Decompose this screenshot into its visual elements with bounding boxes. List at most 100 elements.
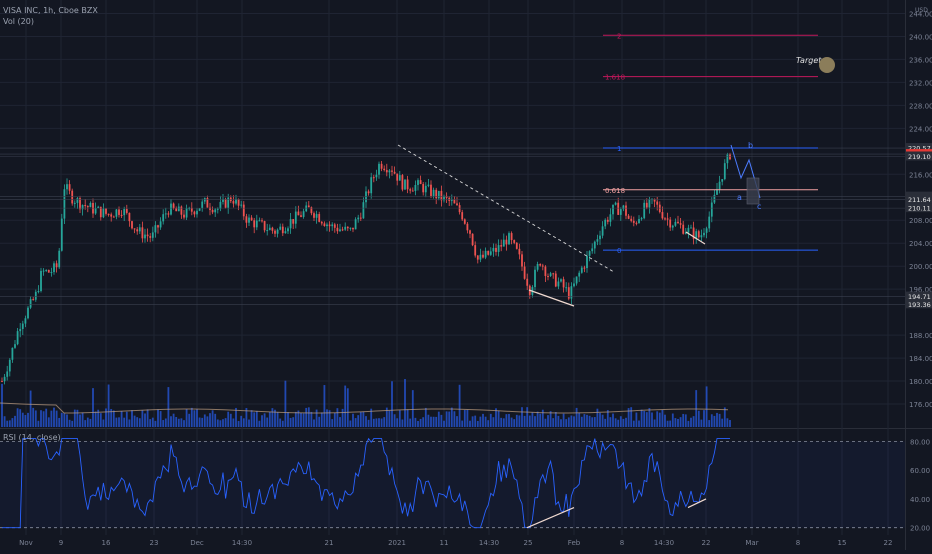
candle-body (671, 225, 674, 228)
volume-bar (279, 418, 282, 427)
volume-bar (635, 412, 638, 427)
candle-body (567, 287, 570, 299)
candle-body (703, 232, 705, 236)
volume-bar (476, 420, 479, 427)
candle-body (42, 270, 45, 272)
candle-body (713, 194, 716, 203)
candle-body (359, 217, 362, 219)
candle-body (3, 376, 6, 382)
volume-bar (554, 411, 557, 427)
volume-bar (159, 411, 162, 427)
candle-body (557, 281, 560, 287)
fib-level-label: 1 (617, 145, 621, 153)
volume-bar (528, 415, 531, 427)
candle-body (406, 179, 409, 190)
candle-body (162, 214, 165, 222)
candle-body (656, 201, 659, 205)
volume-bar (94, 411, 97, 427)
price-axis-tick: 240.00 (909, 33, 932, 41)
volume-bar (151, 417, 154, 427)
candle-body (404, 179, 406, 190)
candle-body (8, 359, 11, 372)
volume-bar (424, 407, 427, 427)
candle-body (357, 217, 360, 220)
price-axis-tick: 180.00 (909, 378, 932, 386)
volume-bar (193, 410, 196, 427)
volume-bar (313, 419, 315, 427)
volume-bar (466, 409, 469, 427)
candle-body (583, 267, 586, 269)
volume-bar (115, 417, 118, 427)
time-axis-tick: 14:30 (479, 539, 499, 547)
volume-bar (110, 409, 113, 427)
candle-body (333, 224, 336, 228)
price-tag-box (906, 291, 932, 301)
time-axis-tick: 22 (884, 539, 893, 547)
candle-body (211, 209, 214, 213)
volume-bar (448, 411, 451, 427)
candle-body (263, 221, 266, 231)
candle-body (6, 371, 9, 377)
volume-bar (79, 414, 81, 427)
volume-bar (318, 416, 321, 427)
candle-body (27, 307, 29, 319)
candle-body (279, 226, 282, 230)
candle-body (177, 206, 180, 212)
volume-bar (120, 411, 123, 427)
candle-body (320, 221, 323, 224)
candle-body (554, 273, 557, 287)
candle-body (281, 226, 284, 234)
price-axis-tick: 188.00 (909, 332, 932, 340)
volume-bar (669, 420, 672, 427)
candle-body (68, 184, 71, 191)
candle-body (450, 199, 453, 201)
candle-body (609, 214, 612, 222)
candle-body (349, 227, 352, 229)
volume-bar (432, 416, 435, 427)
candle-body (638, 219, 640, 224)
volume-bar (671, 413, 674, 427)
candle-body (118, 209, 120, 215)
candle-body (619, 209, 622, 215)
candle-body (240, 204, 243, 206)
candle-body (497, 245, 500, 252)
volume-bar (300, 412, 302, 427)
volume-bar (81, 412, 84, 427)
volume-bar (68, 419, 71, 427)
time-axis-tick: Dec (190, 539, 204, 547)
rsi-divergence-line (526, 507, 575, 529)
candle-body (289, 219, 292, 229)
price-tag-box (906, 143, 932, 153)
volume-bar (34, 410, 37, 427)
candle-body (508, 233, 510, 245)
candle-body (573, 283, 575, 287)
volume-bar (154, 420, 157, 427)
candle-body (19, 328, 22, 332)
price-tag-value: 193.36 (908, 301, 931, 309)
volume-bar (196, 409, 198, 427)
volume-bar (456, 416, 458, 427)
rsi-indicator-label: RSI (14, close) (3, 433, 61, 442)
volume-bar (133, 415, 136, 427)
candle-body (375, 174, 378, 178)
volume-bar (578, 412, 581, 427)
price-axis-tick: 236.00 (909, 56, 932, 64)
candle-body (518, 248, 521, 255)
volume-bar (232, 418, 235, 427)
volume-bar (536, 411, 539, 427)
volume-bar (562, 413, 565, 427)
volume-bar (92, 388, 94, 427)
candle-body (151, 232, 154, 238)
candle-body (677, 221, 679, 224)
time-axis-tick: 14:30 (654, 539, 674, 547)
volume-bar (323, 385, 326, 427)
volume-bar (648, 408, 651, 427)
candle-body (190, 207, 193, 212)
candle-body (427, 184, 430, 186)
price-tag-value: 194.71 (908, 293, 931, 301)
volume-bar (560, 419, 562, 427)
candle-body (521, 254, 523, 267)
time-axis-tick: 23 (150, 539, 159, 547)
